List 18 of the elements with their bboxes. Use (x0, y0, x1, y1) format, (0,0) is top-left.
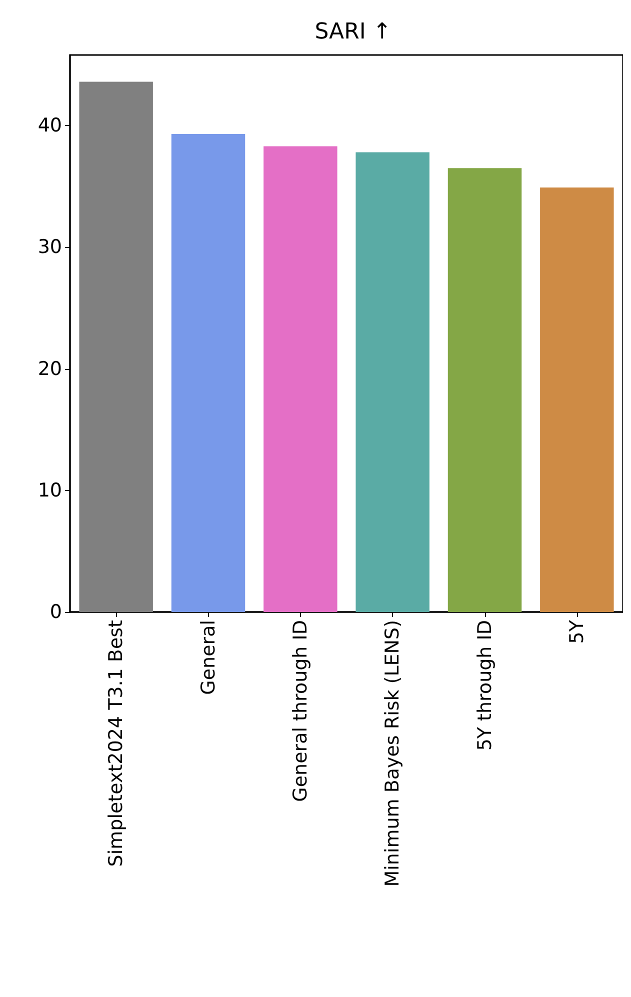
x-tick-label: Minimum Bayes Risk (LENS) (382, 620, 404, 887)
y-tick-label: 30 (38, 236, 62, 258)
y-tick-label: 10 (38, 479, 62, 502)
bar (171, 134, 246, 612)
bar (448, 168, 522, 612)
x-tick-label: 5Y through ID (474, 620, 496, 751)
chart-title: SARI ↑ (314, 20, 392, 44)
y-tick-label: 20 (38, 358, 62, 380)
x-tick-label: General through ID (289, 620, 312, 802)
x-tick-label: 5Y (566, 620, 588, 644)
bar (79, 82, 153, 612)
x-tick-label: Simpletext2024 T3.1 Best (105, 620, 128, 867)
bar (264, 146, 338, 612)
bar (540, 188, 614, 612)
bar (356, 152, 430, 612)
y-tick-label: 40 (38, 114, 62, 137)
y-tick-label: 0 (50, 601, 62, 623)
x-tick-label: General (197, 620, 220, 695)
